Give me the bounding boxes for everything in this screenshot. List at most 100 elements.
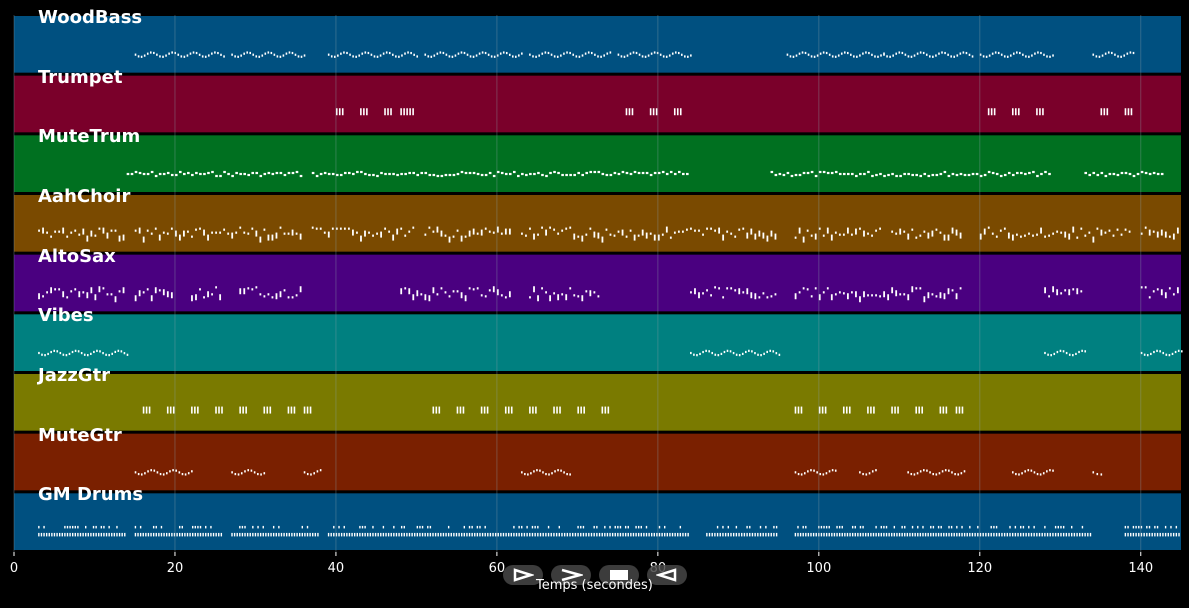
note <box>956 54 959 57</box>
note <box>541 287 543 290</box>
note <box>202 532 204 537</box>
note-cluster <box>287 406 296 414</box>
note <box>259 293 262 296</box>
note <box>904 525 906 529</box>
note <box>223 55 225 58</box>
note <box>560 469 562 472</box>
note <box>507 532 510 537</box>
note-cluster <box>134 51 225 58</box>
note <box>1152 290 1155 293</box>
note <box>938 52 940 55</box>
note <box>838 233 841 236</box>
note <box>134 229 137 232</box>
fast-forward-button[interactable] <box>551 565 591 585</box>
note <box>48 532 50 537</box>
stop-icon <box>608 568 630 582</box>
note <box>1072 288 1075 291</box>
note <box>288 51 291 54</box>
note <box>275 532 277 537</box>
note <box>749 525 751 529</box>
note-cluster <box>480 406 489 414</box>
note <box>152 525 155 529</box>
note <box>617 532 619 537</box>
note <box>272 525 275 529</box>
note <box>895 52 898 55</box>
note <box>698 292 700 299</box>
note <box>814 287 817 290</box>
note <box>304 532 306 537</box>
note <box>871 174 874 178</box>
note <box>392 234 395 241</box>
note <box>50 287 53 294</box>
note <box>283 232 286 235</box>
note <box>252 53 255 56</box>
note <box>798 52 801 55</box>
note <box>142 406 145 414</box>
note <box>891 230 894 233</box>
stop-button[interactable] <box>599 565 639 585</box>
note-cluster <box>303 406 312 414</box>
note <box>327 231 330 238</box>
note <box>180 55 183 58</box>
note <box>58 288 61 291</box>
note <box>96 349 98 352</box>
play-button[interactable] <box>503 565 543 585</box>
note <box>471 525 473 529</box>
note <box>333 55 336 58</box>
note <box>114 229 117 232</box>
note <box>838 532 841 537</box>
note <box>448 295 451 298</box>
note <box>565 294 568 301</box>
note <box>291 296 294 299</box>
note <box>822 51 825 54</box>
note <box>396 228 399 235</box>
note <box>846 51 849 55</box>
note <box>95 532 97 537</box>
note <box>1164 525 1167 529</box>
note <box>801 51 804 54</box>
note <box>263 295 266 298</box>
note <box>199 227 201 230</box>
note <box>267 171 271 175</box>
note <box>1162 351 1165 355</box>
note <box>871 53 873 56</box>
note-cluster <box>794 469 837 476</box>
note <box>429 532 432 537</box>
note <box>64 525 66 529</box>
note <box>604 406 607 414</box>
note <box>360 235 362 242</box>
note-cluster <box>883 51 974 58</box>
note <box>126 172 130 176</box>
note <box>468 230 471 237</box>
note <box>145 532 147 537</box>
note <box>923 296 926 303</box>
note <box>392 172 395 176</box>
note <box>954 473 956 476</box>
note <box>855 228 857 235</box>
note <box>178 525 181 529</box>
note <box>150 469 152 472</box>
note <box>924 532 927 537</box>
note <box>573 294 576 297</box>
note <box>83 353 86 356</box>
note <box>356 532 358 537</box>
note <box>734 289 737 292</box>
note <box>382 532 385 537</box>
note <box>932 55 934 58</box>
note <box>614 532 616 537</box>
note <box>901 525 903 529</box>
note <box>144 472 146 475</box>
note <box>312 532 314 537</box>
note <box>587 51 590 54</box>
rewind-button[interactable] <box>647 565 687 585</box>
note <box>396 173 399 177</box>
note <box>723 350 726 354</box>
note <box>533 233 535 240</box>
note <box>903 230 906 233</box>
note <box>364 230 366 237</box>
note <box>1054 532 1057 537</box>
note <box>1132 51 1135 55</box>
note <box>947 174 951 178</box>
note <box>338 532 340 537</box>
note <box>294 53 297 56</box>
